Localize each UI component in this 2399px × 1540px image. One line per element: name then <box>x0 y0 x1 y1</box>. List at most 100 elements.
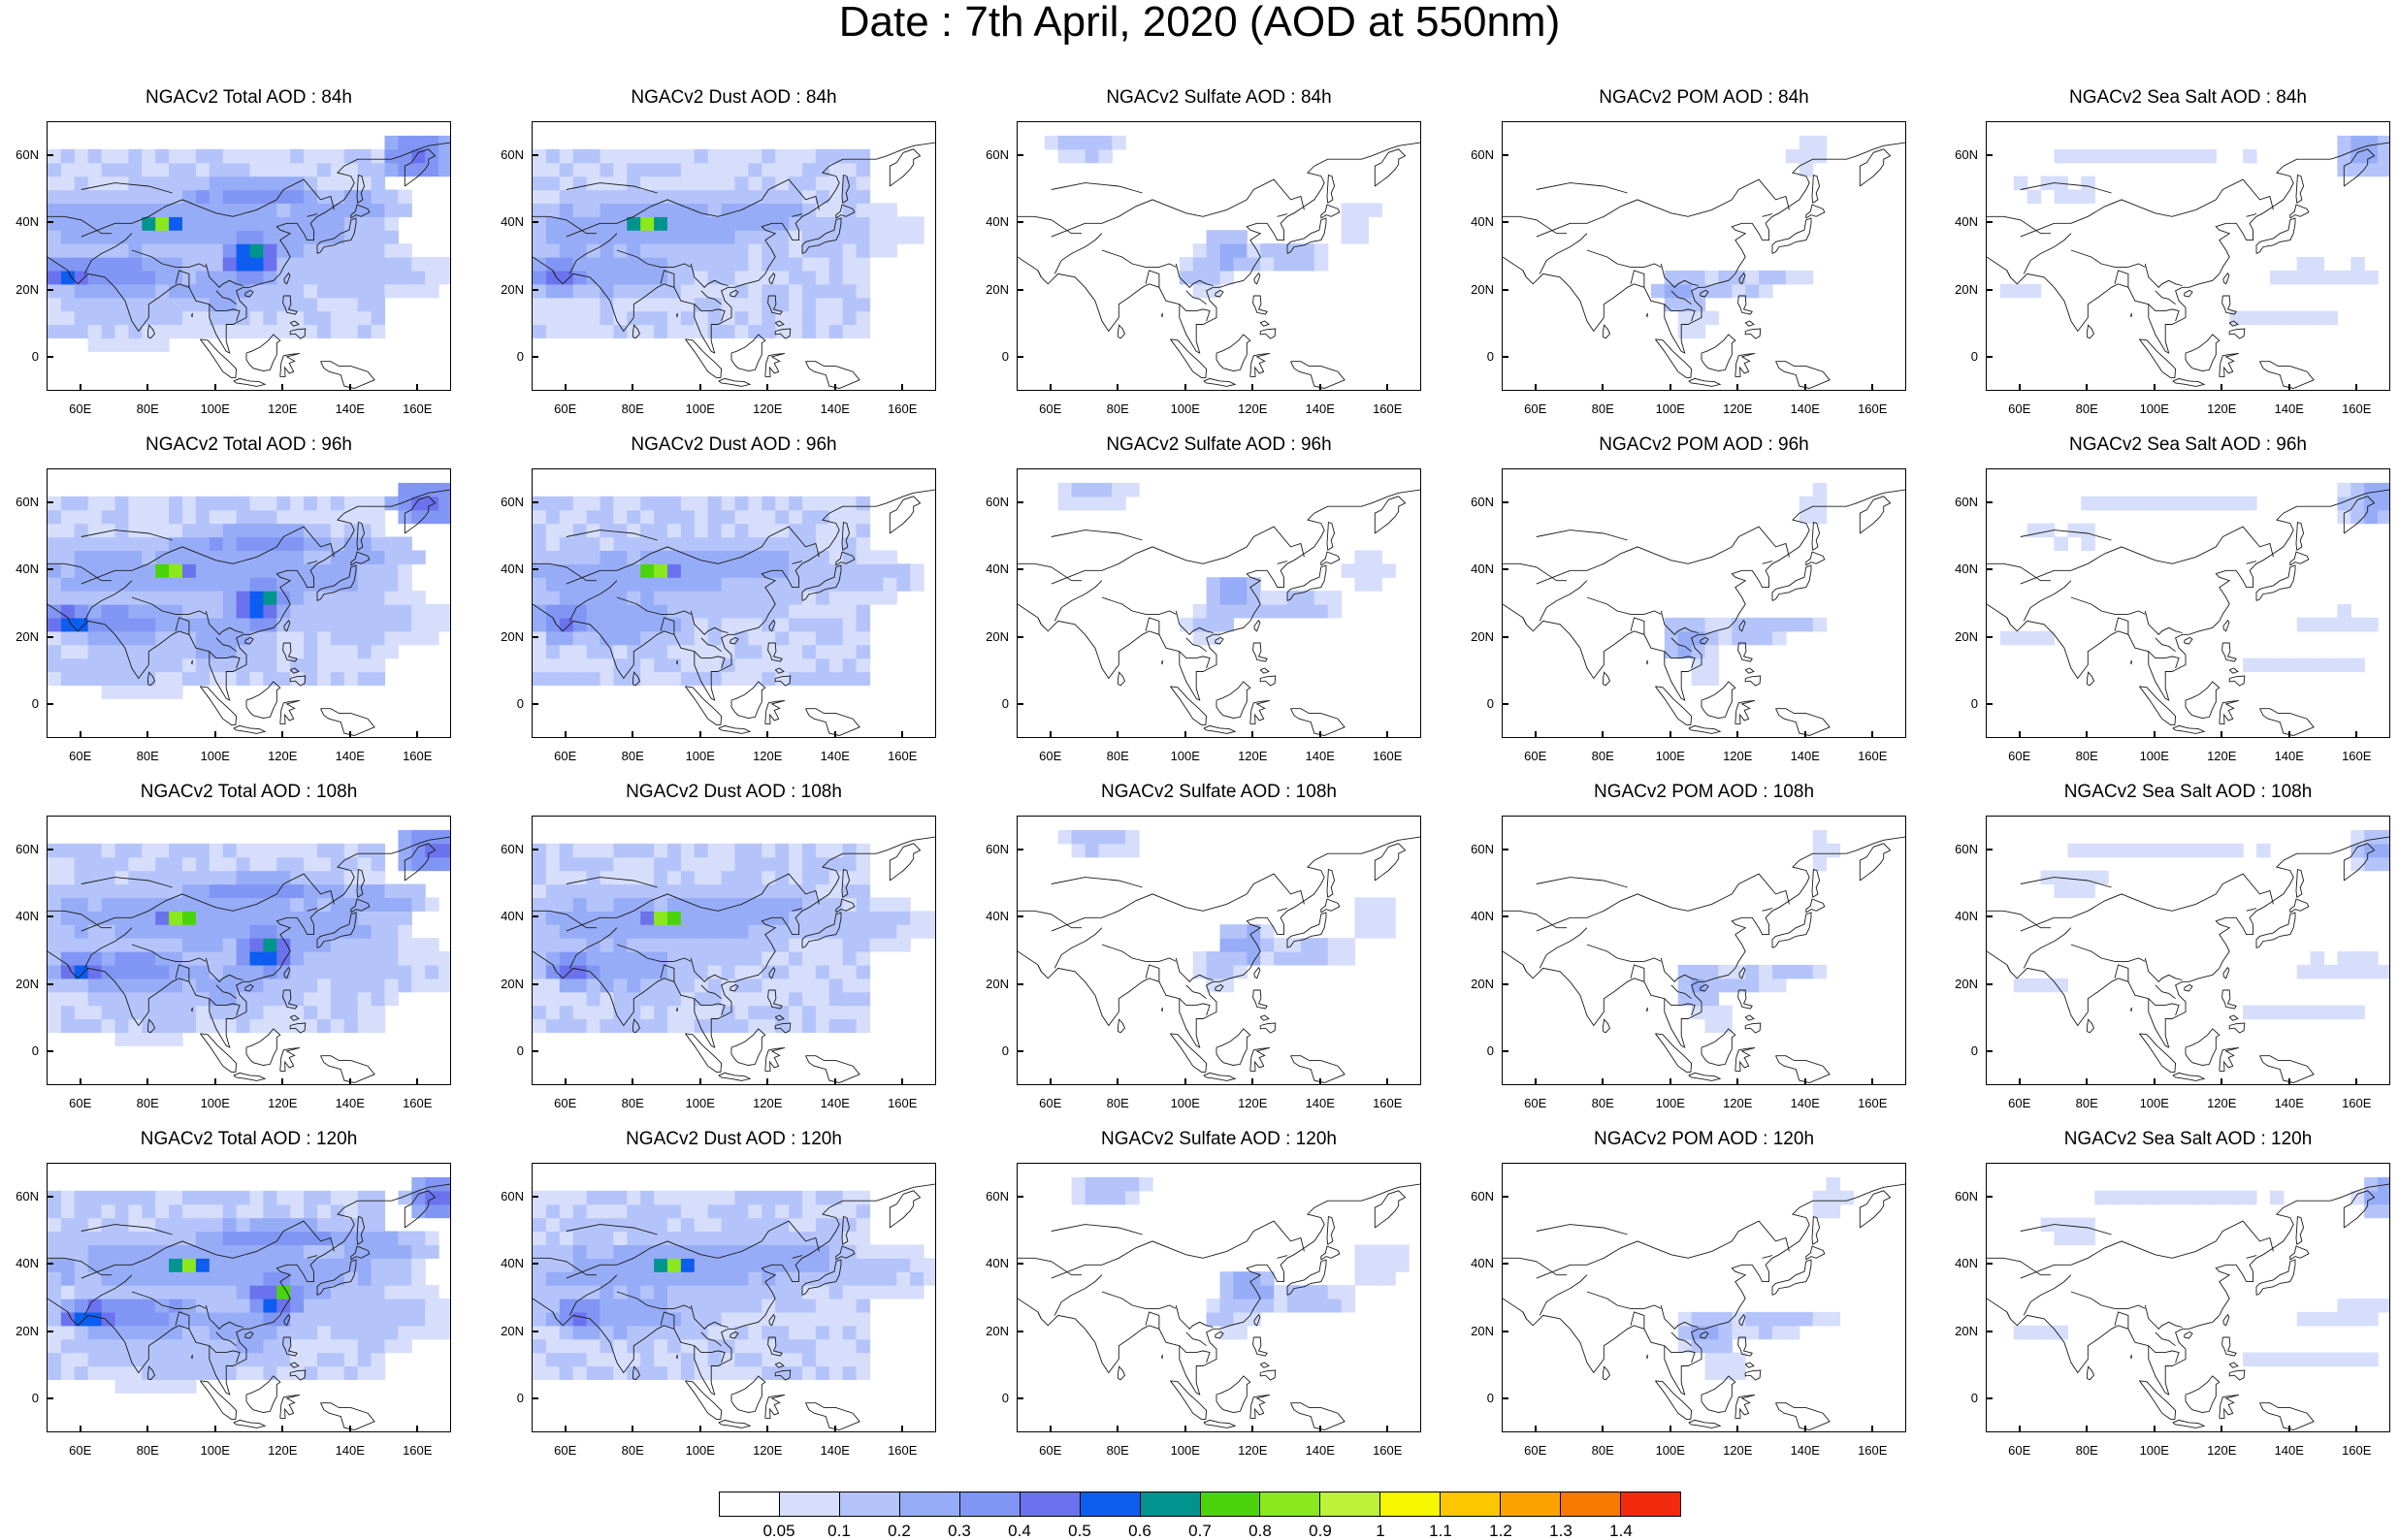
aod-cell <box>371 243 386 258</box>
aod-cell <box>357 577 373 592</box>
aod-cell <box>828 1018 844 1033</box>
aod-cell <box>789 270 803 285</box>
aod-cell <box>1247 938 1261 952</box>
aod-cell <box>209 496 224 511</box>
aod-cell <box>236 270 251 285</box>
aod-cell <box>667 924 682 939</box>
aod-cell <box>856 324 871 338</box>
lat-tick-label: 60N <box>1955 146 1978 162</box>
lon-tick-label: 140E <box>2274 1096 2304 1110</box>
coastline-line <box>1054 927 1103 969</box>
aod-cell <box>694 1217 709 1233</box>
aod-cell <box>87 630 103 646</box>
aod-cell <box>155 978 170 993</box>
aod-cell <box>1354 216 1369 231</box>
aod-cell <box>425 1299 439 1313</box>
aod-cell <box>680 644 696 659</box>
aod-cell <box>2081 496 2095 511</box>
aod-cell <box>304 591 318 605</box>
aod-cell <box>748 911 762 925</box>
aod-cell <box>842 283 858 299</box>
aod-cell <box>828 938 844 952</box>
aod-cell <box>209 1190 224 1205</box>
aod-cell <box>600 617 614 632</box>
aod-cell <box>842 176 858 191</box>
aod-cell <box>721 897 736 912</box>
lon-tick-mark <box>632 731 634 738</box>
aod-cell <box>209 162 224 177</box>
aod-cell <box>142 911 156 925</box>
aod-cell <box>586 1271 601 1286</box>
coastline-line <box>774 328 792 339</box>
aod-cell <box>384 938 399 952</box>
aod-cell <box>2378 829 2389 845</box>
aod-cell <box>343 523 359 538</box>
aod-cell <box>883 203 897 217</box>
aod-cell <box>545 496 561 511</box>
aod-cell <box>1799 964 1814 979</box>
coastline-line <box>1320 898 1341 914</box>
aod-cell <box>411 856 426 872</box>
aod-cell <box>748 883 762 898</box>
aod-cell <box>87 1217 103 1233</box>
aod-cell <box>613 1299 628 1313</box>
coastline-line <box>1630 617 1645 635</box>
aod-cell <box>856 1244 871 1259</box>
aod-cell <box>856 1365 871 1380</box>
aod-cell <box>384 563 399 578</box>
lon-tick-label: 60E <box>1039 401 1062 416</box>
aod-cell <box>627 604 641 619</box>
aod-cell <box>317 216 332 231</box>
aod-cell <box>438 270 450 285</box>
aod-cell <box>856 203 871 217</box>
aod-cell <box>775 148 790 164</box>
aod-cell <box>249 617 264 632</box>
coastline-line <box>131 596 207 615</box>
aod-cell <box>586 1365 601 1380</box>
aod-cell <box>263 297 277 312</box>
aod-cell <box>856 924 871 939</box>
aod-cell <box>330 563 345 578</box>
aod-cell <box>775 1271 790 1286</box>
aod-cell <box>748 577 762 592</box>
aod-cell <box>654 523 668 538</box>
aod-cell <box>775 671 790 686</box>
coastline-line <box>175 964 190 982</box>
aod-cell <box>883 897 897 912</box>
aod-cell <box>74 1203 89 1219</box>
aod-cell <box>789 550 803 564</box>
aod-cell <box>2148 496 2163 511</box>
aod-cell <box>101 509 116 525</box>
coastline-line <box>1018 562 1082 582</box>
coastline-line <box>1805 898 1826 914</box>
aod-cell <box>411 630 426 646</box>
aod-cell <box>802 550 817 564</box>
aod-cell <box>357 283 373 299</box>
aod-cell <box>2323 270 2338 285</box>
aod-cell <box>304 509 318 525</box>
coastline-line <box>2295 869 2305 898</box>
aod-cell <box>1341 938 1356 952</box>
aod-cell <box>155 283 170 299</box>
aod-cell <box>1313 951 1329 966</box>
aod-cell <box>1327 604 1343 619</box>
aod-cell <box>1219 604 1234 619</box>
aod-cell <box>128 883 143 898</box>
lat-tick-label: 40N <box>501 909 524 924</box>
aod-cell <box>1260 257 1275 272</box>
lon-tick-label: 80E <box>621 1443 644 1458</box>
coastline-line <box>1503 1183 1905 1396</box>
aod-cell <box>182 897 197 912</box>
aod-cell <box>789 1271 803 1286</box>
aod-cell <box>384 257 399 272</box>
aod-cell <box>1704 617 1719 632</box>
aod-cell <box>789 883 803 898</box>
coastlines <box>1018 489 1420 736</box>
aod-cell <box>545 310 561 326</box>
aod-cell <box>425 1285 439 1299</box>
aod-cell <box>101 1018 116 1033</box>
coastline-line <box>81 526 335 585</box>
coastline-line <box>316 564 357 601</box>
coastline-line <box>283 272 291 285</box>
aod-cell <box>155 1032 170 1046</box>
